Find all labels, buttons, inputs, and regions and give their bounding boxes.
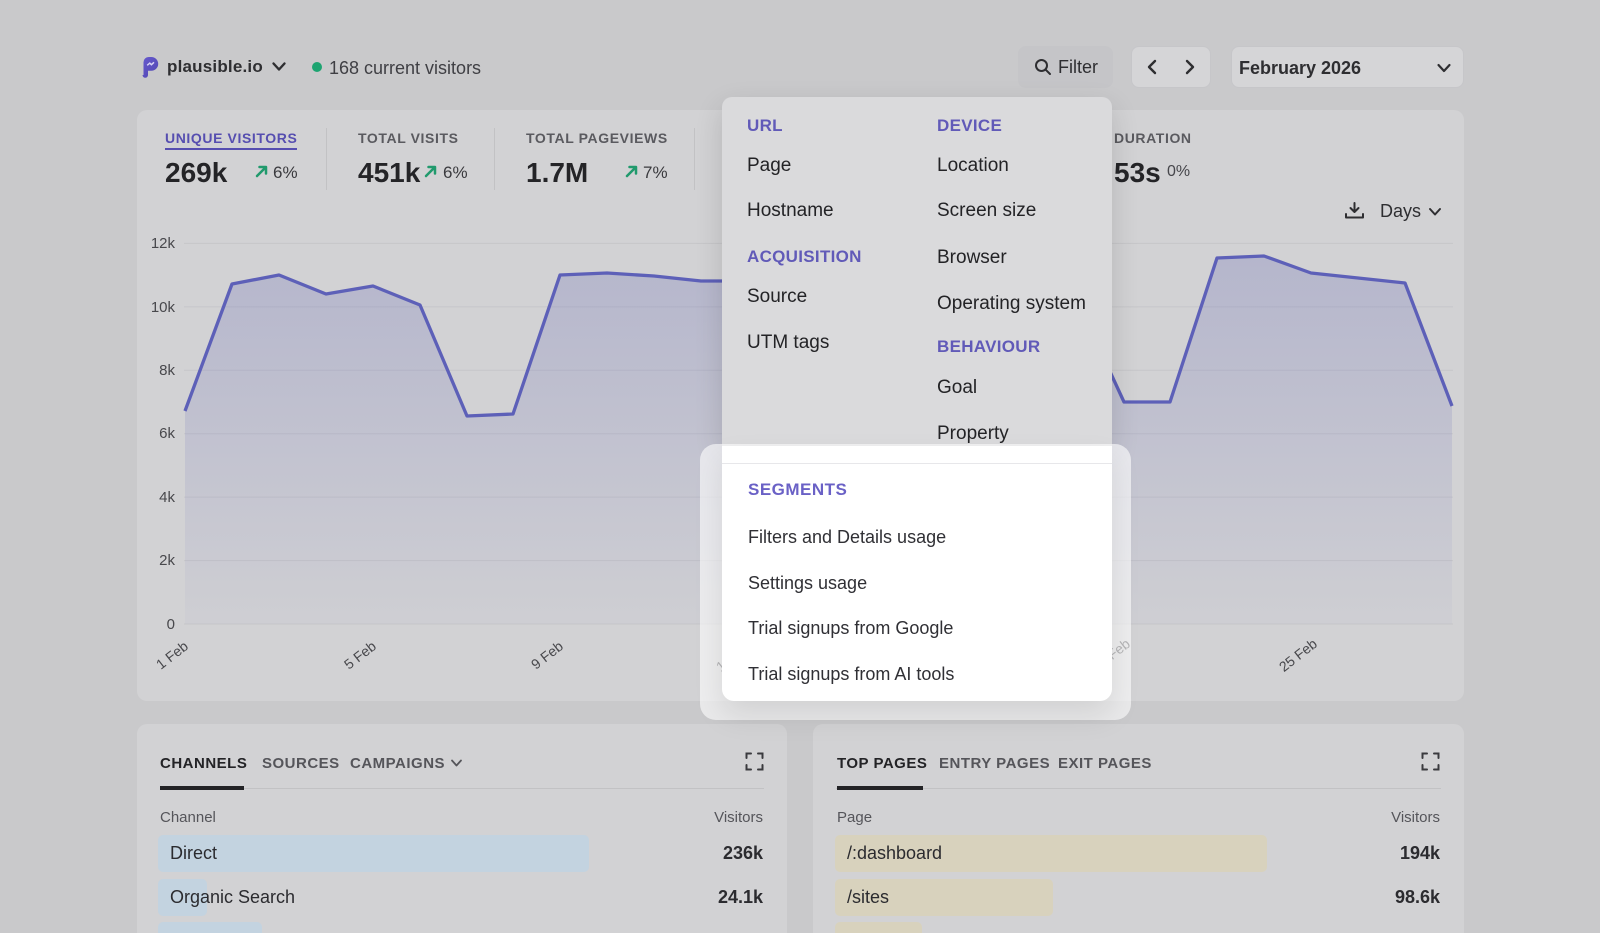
svg-text:2k: 2k [159,552,175,569]
svg-text:9 Feb: 9 Feb [528,638,566,673]
svg-text:5 Feb: 5 Feb [341,638,379,673]
svg-text:1 Feb: 1 Feb [153,638,191,673]
svg-text:12k: 12k [151,235,176,252]
svg-text:8k: 8k [159,362,175,379]
svg-text:4k: 4k [159,489,175,506]
svg-text:10k: 10k [151,299,176,316]
svg-text:6k: 6k [159,425,175,442]
svg-text:25 Feb: 25 Feb [1276,635,1320,675]
svg-text:0: 0 [167,616,175,633]
